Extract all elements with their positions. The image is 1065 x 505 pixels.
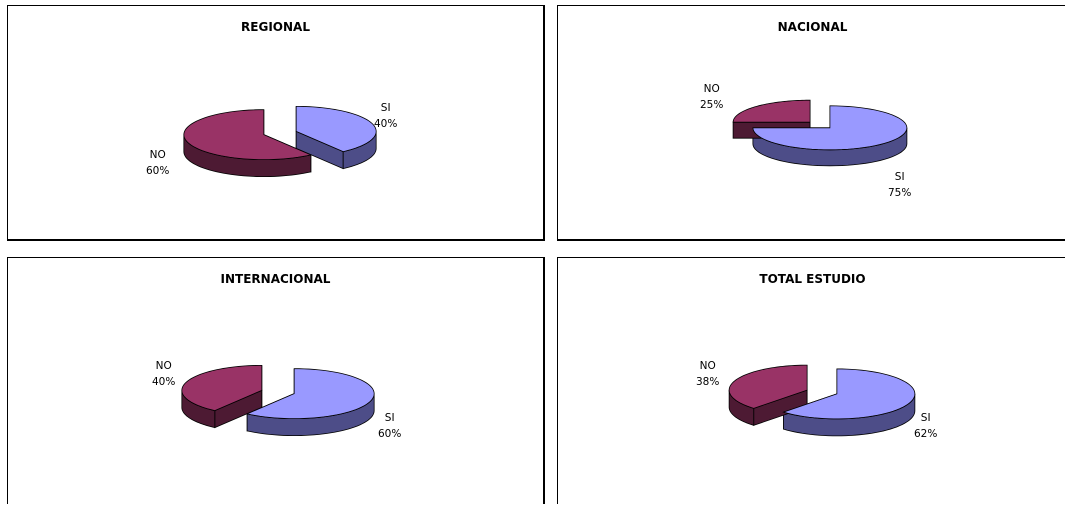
data-label-si: SI 62% <box>914 410 937 442</box>
chart-panel-total-estudio: TOTAL ESTUDIO SI 62% NO 38% <box>557 257 1065 504</box>
data-label-si: SI 60% <box>378 410 401 442</box>
pie-slice-si <box>295 105 377 153</box>
percent-label: 38% <box>696 376 720 388</box>
pie-chart <box>728 364 916 437</box>
data-label-no: NO 25% <box>700 81 723 113</box>
pie-slice-si <box>245 368 375 420</box>
pie-slice-si <box>782 368 916 420</box>
pie-chart <box>183 105 377 178</box>
chart-title: NACIONAL <box>777 20 848 34</box>
pie-chart <box>732 99 908 167</box>
chart-panel-internacional: INTERNACIONAL SI 60% NO 40% <box>7 257 545 504</box>
data-label-no: NO 38% <box>696 358 719 390</box>
category-label: NO <box>149 149 166 161</box>
pie-slice-no <box>728 364 808 409</box>
category-label: SI <box>894 171 905 183</box>
data-label-no: NO 40% <box>152 358 175 390</box>
category-label: SI <box>920 412 931 424</box>
pie-slice-si <box>752 105 908 151</box>
category-label: SI <box>384 412 395 424</box>
data-label-si: SI 75% <box>888 169 911 201</box>
pie-slice-no <box>183 109 313 161</box>
category-label: NO <box>155 360 172 372</box>
pie-slice-no <box>181 364 263 412</box>
category-label: NO <box>703 83 720 95</box>
percent-label: 40% <box>152 376 176 388</box>
data-label-si: SI 40% <box>374 100 397 132</box>
category-label: NO <box>699 360 716 372</box>
pie-slice-no <box>732 99 811 123</box>
percent-label: 40% <box>374 118 398 130</box>
chart-title: INTERNACIONAL <box>220 272 331 286</box>
pie-chart <box>181 364 375 437</box>
chart-panel-nacional: NACIONAL SI 75% NO 25% <box>557 5 1065 241</box>
category-label: SI <box>380 102 391 114</box>
percent-label: 62% <box>914 428 938 440</box>
percent-label: 25% <box>700 99 724 111</box>
percent-label: 60% <box>378 428 402 440</box>
chart-title: REGIONAL <box>241 20 310 34</box>
percent-label: 75% <box>888 187 912 199</box>
chart-panel-regional: REGIONAL SI 40% NO 60% <box>7 5 545 241</box>
percent-label: 60% <box>146 165 170 177</box>
data-label-no: NO 60% <box>146 147 169 179</box>
chart-title: TOTAL ESTUDIO <box>759 272 866 286</box>
